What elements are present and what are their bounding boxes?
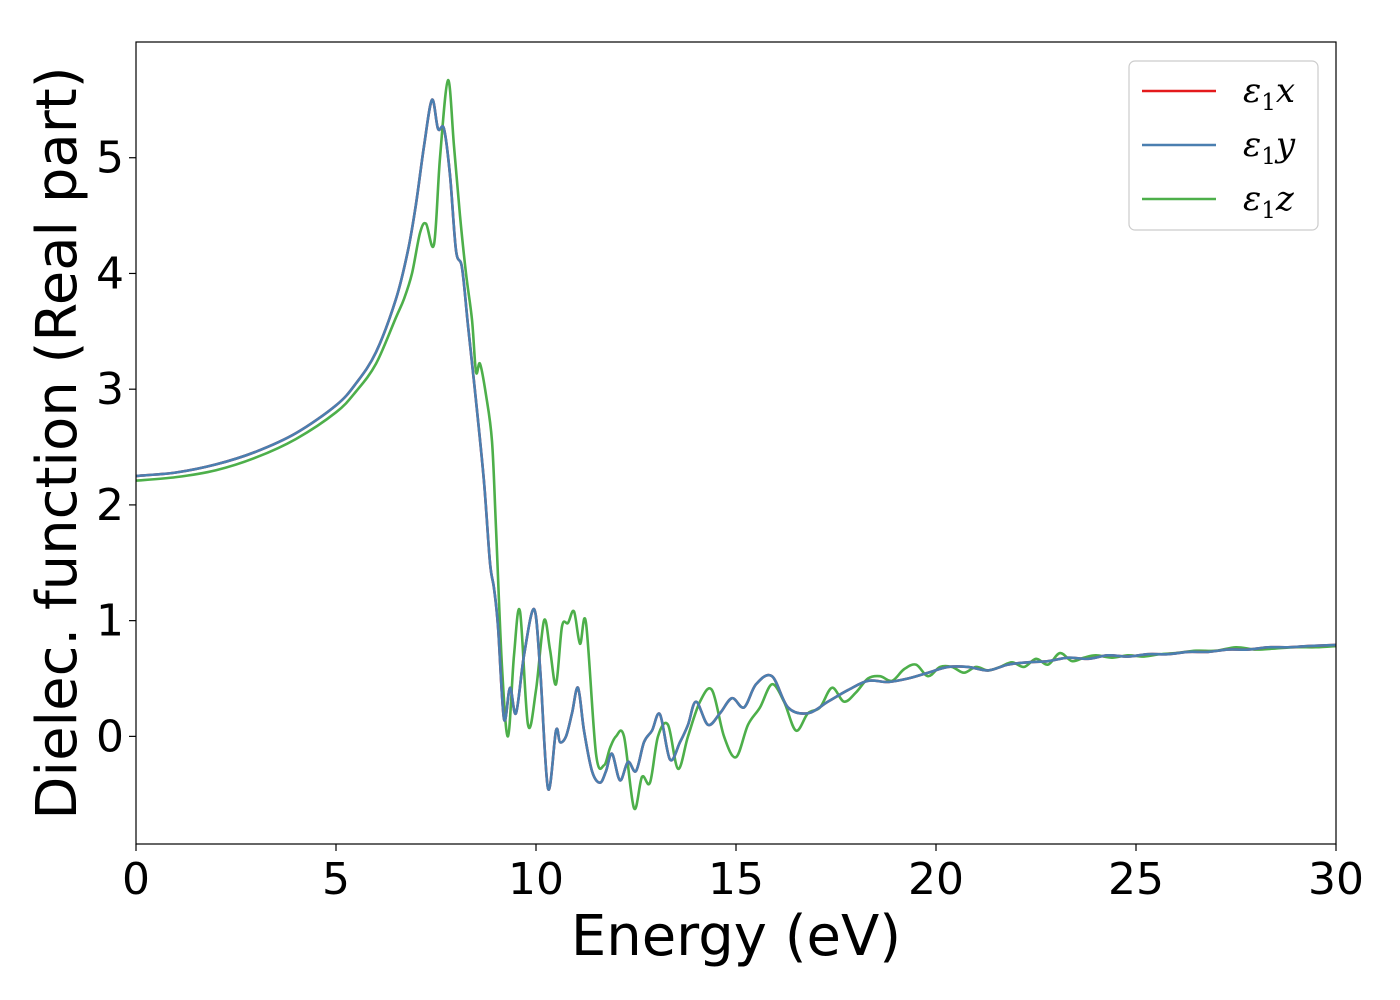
x-tick-label: 10 [508,854,564,905]
y-tick-label: 2 [96,480,124,531]
x-axis-title: Energy (eV) [571,904,901,969]
legend-box [1128,60,1319,231]
series-layer [136,78,1336,811]
y-tick-label: 4 [96,248,124,299]
x-tick-label: 5 [322,854,350,905]
x-tick-label: 0 [122,854,150,905]
legend-label-x: ε1x [1243,71,1295,116]
x-tick-label: 30 [1308,854,1364,905]
x-tick-label: 15 [708,854,764,905]
legend-label-y: ε1y [1243,125,1296,170]
y-tick-label: 0 [96,711,124,762]
y-tick-label: 3 [96,364,124,415]
legend-label-z: ε1z [1243,179,1295,224]
series-line-y [136,98,1336,791]
y-axis-ticks: 0 1 2 3 4 5 [96,133,136,762]
y-tick-label: 5 [96,133,124,184]
x-axis-ticks: 0 5 10 15 20 25 30 [122,844,1364,905]
x-tick-label: 20 [908,854,964,905]
x-tick-label: 25 [1108,854,1164,905]
y-tick-label: 1 [96,596,124,647]
legend: ε1x ε1y ε1z [1128,60,1319,231]
y-axis-title: Dielec. function (Real part) [25,66,90,819]
